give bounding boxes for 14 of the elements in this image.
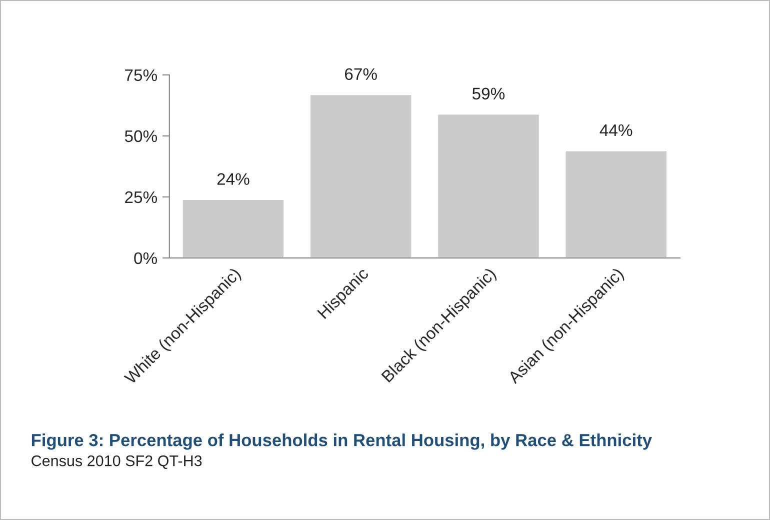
y-tick-label: 50% (124, 130, 158, 142)
bar (181, 198, 285, 258)
data-label: 24% (217, 173, 250, 185)
data-label: 67% (345, 68, 377, 80)
y-tick-label: 75% (125, 69, 158, 82)
text: Figure 3: Percentage of Households in Rental Housing, by Race & Ethnicity (32, 434, 652, 450)
y-tick-label: 25% (125, 191, 158, 204)
text: Census 2010 SF2 QT-H3 (32, 455, 202, 469)
data-label: 59% (472, 88, 505, 100)
data-label: 44% (600, 124, 632, 136)
bar (309, 94, 413, 258)
bar (436, 113, 540, 258)
y-tick-label: 0% (134, 252, 157, 264)
bar (564, 150, 668, 258)
